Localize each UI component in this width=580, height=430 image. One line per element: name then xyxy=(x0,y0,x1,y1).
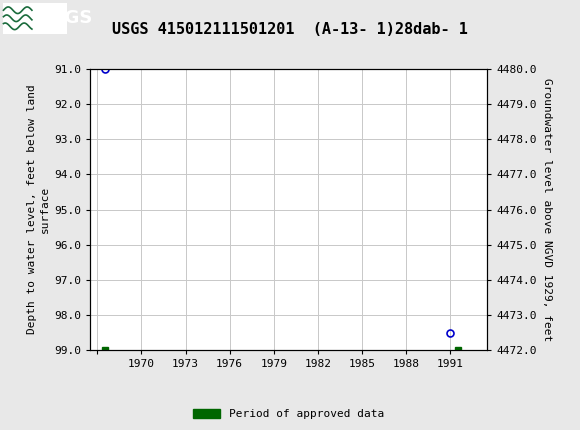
Y-axis label: Groundwater level above NGVD 1929, feet: Groundwater level above NGVD 1929, feet xyxy=(542,78,552,341)
Text: USGS 415012111501201  (A-13- 1)28dab- 1: USGS 415012111501201 (A-13- 1)28dab- 1 xyxy=(112,22,468,37)
Legend: Period of approved data: Period of approved data xyxy=(188,405,389,424)
Y-axis label: Depth to water level, feet below land
surface: Depth to water level, feet below land su… xyxy=(27,85,50,335)
Bar xyxy=(3,3,67,34)
Text: USGS: USGS xyxy=(38,9,93,27)
